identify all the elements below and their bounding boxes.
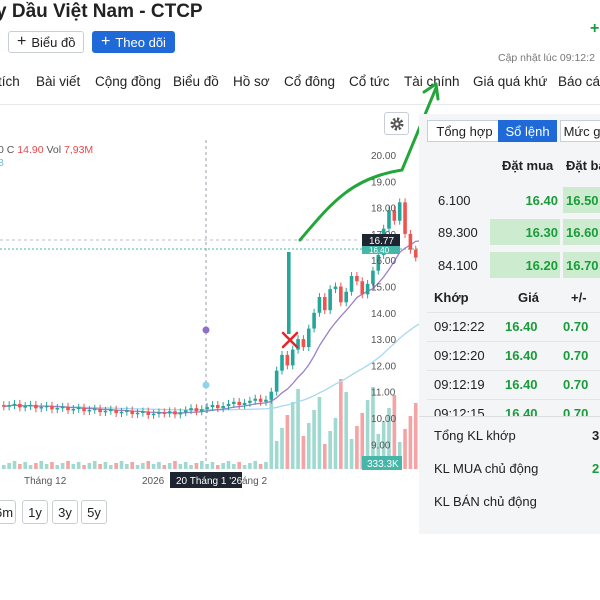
match-change: 0.70 [563,348,589,363]
nav-item-reports[interactable]: Báo cá [558,74,600,89]
orderbook-buy-price: 16.20 [525,258,558,273]
match-time: 09:12:19 [434,377,485,392]
row-divider [427,370,600,371]
nav-item-history[interactable]: Giá quá khứ [473,74,548,89]
match-price: 16.40 [505,348,538,363]
match-time: 09:12:20 [434,348,485,363]
nav-item-profile[interactable]: Hồ sơ [233,74,270,89]
orderbook-sell-cell: 16.70 [563,252,600,278]
match-change-header: +/- [571,290,587,305]
orderbook-row: 84.100 16.20 16.70 [427,252,600,278]
range-6m-button[interactable]: 6m [0,500,16,524]
orderbook-row: 89.300 16.30 16.60 [427,219,600,245]
match-time: 09:12:15 [434,406,485,416]
total-matched-label: Tổng KL khớp [434,428,516,443]
orderbook-buy-cell: 16.20 [490,252,560,278]
nav-item-chart[interactable]: Biểu đồ [173,74,219,89]
updated-time: Cập nhật lúc 09:12:2 [498,52,595,64]
orderbook-volume: 84.100 [438,258,478,273]
orderbook-volume: 89.300 [438,225,478,240]
chart-legend: 0 C 14.90 Vol 7,93M [0,144,93,156]
row-divider [427,341,600,342]
orderbook-row: 6.100 16.40 16.50 [427,187,600,213]
orderbook-sell-cell: 16.50 [563,187,600,213]
match-row: 09:12:22 16.40 0.70 [427,319,600,339]
chart-button-label: Biểu đồ [31,34,76,50]
legend-volume: 7,93M [64,144,94,156]
nav-item-community[interactable]: Cộng đồng [95,74,162,89]
price-chart[interactable] [0,105,418,525]
page-title: y Dầu Việt Nam - CTCP [0,1,203,22]
active-buy-value: 2 [592,461,600,476]
plus-icon: + [101,33,111,50]
range-5y-button[interactable]: 5y [81,500,107,524]
legend-close: 14.90 [17,144,44,156]
row-divider [427,399,600,400]
orderbook-sell-price: 16.50 [566,193,599,208]
match-row: 09:12:20 16.40 0.70 [427,348,600,368]
legend-prefix: 0 C [0,144,15,156]
row-divider [427,312,600,313]
match-change: 0.70 [563,377,589,392]
nav-item-analysis[interactable]: tích [0,74,20,89]
plus-icon: + [17,33,27,50]
match-change: 0.70 [563,406,589,416]
match-change: 0.70 [563,319,589,334]
nav-item-shareholders[interactable]: Cổ đông [284,74,336,89]
orderbook-sell-price: 16.70 [566,258,599,273]
gear-icon [390,117,403,130]
chart-button[interactable]: + Biểu đồ [8,31,85,53]
range-1y-button[interactable]: 1y [22,500,48,524]
nav-item-articles[interactable]: Bài viết [36,74,81,89]
volume-summary [419,416,600,526]
nav-bar: tích Bài viết Cộng đồng Biểu đồ Hồ sơ Cổ… [0,74,600,96]
orderbook-volume: 6.100 [438,193,471,208]
orderbook-buy-price: 16.40 [525,193,558,208]
active-sell-label: KL BÁN chủ động [434,494,537,509]
legend-vol-label: Vol [46,144,62,156]
match-price: 16.40 [505,406,538,416]
chart-settings-button[interactable] [384,112,409,135]
tab-orderbook[interactable]: Sổ lệnh [498,120,557,142]
orderbook-sell-header: Đặt bá [566,158,600,173]
orderbook-buy-header: Đặt mua [502,158,554,173]
nav-item-financials[interactable]: Tài chính [404,74,460,89]
match-time: 09:12:22 [434,319,485,334]
orderbook-buy-cell: 16.40 [490,187,560,213]
nav-item-dividends[interactable]: Cổ tức [349,74,390,89]
total-matched-value: 3 [592,428,600,443]
orderbook-sell-cell: 16.60 [563,219,600,245]
tab-summary[interactable]: Tổng hợp [427,120,502,142]
match-time-header: Khớp [434,290,469,305]
orderbook-sell-price: 16.60 [566,225,599,240]
match-row: 09:12:15 16.40 0.70 [427,406,600,416]
active-buy-label: KL MUA chủ động [434,461,539,476]
match-row: 09:12:19 16.40 0.70 [427,377,600,397]
match-price: 16.40 [505,319,538,334]
price-change-indicator: + [590,20,600,37]
follow-button[interactable]: + Theo dõi [92,31,175,53]
orderbook-buy-cell: 16.30 [490,219,560,245]
orderbook-buy-price: 16.30 [525,225,558,240]
legend-ma: 3 [0,157,4,169]
tab-price-levels[interactable]: Mức g [560,120,600,142]
range-3y-button[interactable]: 3y [52,500,78,524]
match-price-header: Giá [518,290,539,305]
match-price: 16.40 [505,377,538,392]
follow-button-label: Theo dõi [115,34,166,50]
